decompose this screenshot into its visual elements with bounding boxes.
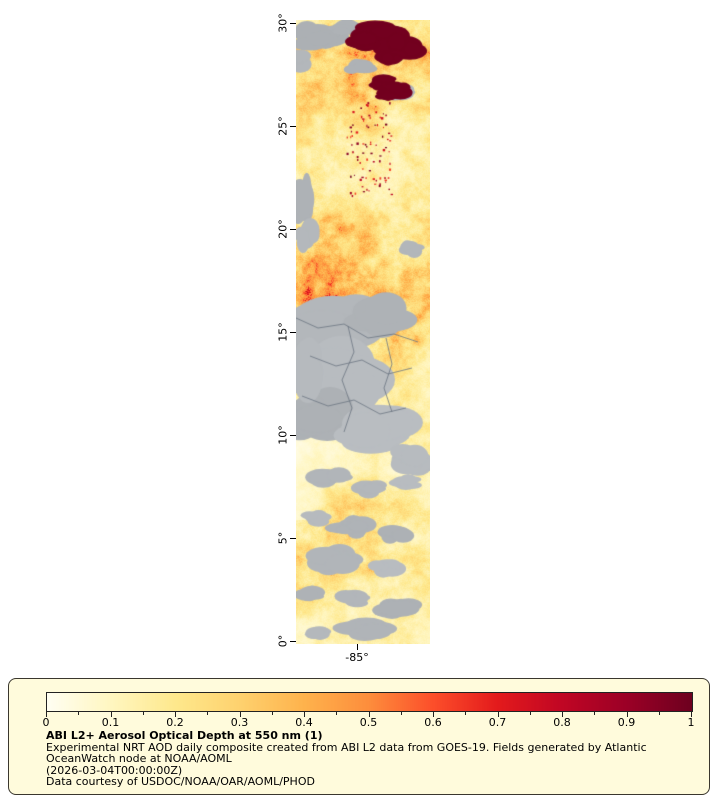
colorbar-tick-label: 0 (42, 716, 50, 729)
colorbar-tick-label: 0.7 (488, 716, 507, 729)
map-panel: 30° 25° 20° 15° 10° 5° 0° -85° (276, 13, 430, 664)
colorbar-tick-mark (336, 712, 338, 715)
colorbar-tick-label: 0.5 (359, 716, 378, 729)
caption-line-4: Data courtesy of USDOC/NOAA/OAR/AOML/PHO… (46, 775, 315, 788)
lat-tick-label: 20° (276, 219, 290, 239)
lat-tick-label: 30° (276, 13, 290, 33)
lat-tick-label: 5° (276, 531, 290, 545)
lat-tick-label: 25° (276, 116, 290, 136)
colorbar-tick-label: 0.3 (230, 716, 249, 729)
caption-line-1: Experimental NRT AOD daily composite cre… (46, 740, 647, 754)
lat-tick-mark (290, 538, 296, 539)
colorbar-tick-mark (46, 712, 47, 717)
colorbar-tick-mark (271, 712, 273, 715)
colorbar-tick-mark (691, 712, 692, 717)
colorbar-tick-mark (110, 712, 112, 717)
colorbar-gradient (46, 692, 693, 712)
colorbar-tick-mark (207, 712, 209, 715)
colorbar-tick-mark (78, 712, 80, 715)
colorbar-tick-mark (239, 712, 241, 717)
legend-panel: ABI L2+ Aerosol Optical Depth at 550 nm … (8, 678, 710, 795)
colorbar-tick-mark (562, 712, 563, 717)
colorbar-tick-mark (304, 712, 305, 717)
lon-tick-mark (357, 644, 358, 650)
colorbar-tick-label: 0.8 (553, 716, 571, 729)
colorbar-tick-mark (433, 712, 434, 717)
lat-tick-mark (290, 332, 296, 333)
colorbar-tick-label: 0.6 (424, 716, 442, 729)
colorbar-tick-mark (529, 712, 531, 715)
caption-title: ABI L2+ Aerosol Optical Depth at 550 nm … (46, 729, 323, 742)
colorbar-tick-mark (368, 712, 370, 717)
caption: ABI L2+ Aerosol Optical Depth at 550 nm … (46, 730, 697, 788)
lat-tick-mark (290, 435, 296, 436)
caption-line-2: OceanWatch node at NOAA/AOML (46, 752, 232, 765)
caption-line-3: (2026-03-04T00:00:00Z) (46, 763, 183, 777)
lat-tick-mark (290, 229, 296, 230)
lon-tick-label: -85° (345, 651, 369, 664)
colorbar-tick-mark (626, 712, 628, 717)
lat-tick-mark (290, 23, 296, 24)
lat-tick-mark (290, 641, 296, 642)
colorbar-tick-mark (142, 712, 144, 715)
lat-tick-label: 10° (276, 425, 290, 445)
colorbar-tick-mark (175, 712, 176, 717)
colorbar-tick-mark (658, 712, 660, 715)
lat-tick-mark (290, 126, 296, 127)
colorbar-tick-label: 0.1 (101, 716, 120, 729)
lat-tick-label: 15° (276, 322, 290, 342)
colorbar-tick-label: 0.4 (295, 716, 313, 729)
colorbar-tick-mark (400, 712, 402, 715)
colorbar-tick-label: 0.9 (617, 716, 636, 729)
colorbar-tick-label: 1 (687, 716, 695, 729)
colorbar-tick-mark (497, 712, 499, 717)
aod-map-image (296, 20, 430, 644)
colorbar-tick-label: 0.2 (166, 716, 184, 729)
colorbar-tick-mark (465, 712, 467, 715)
colorbar-tick-mark (594, 712, 596, 715)
lat-tick-label: 0° (276, 634, 290, 648)
